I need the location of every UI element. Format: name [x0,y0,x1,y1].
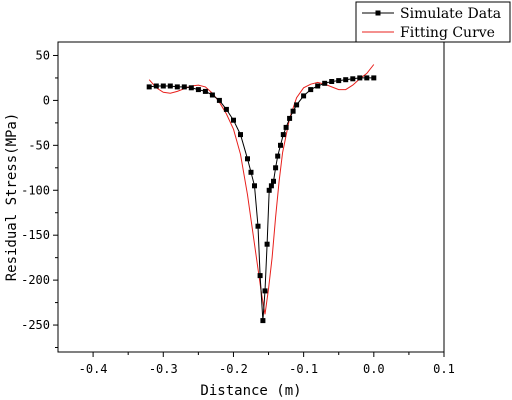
simulate-data-point [350,76,356,82]
simulate-data-point [202,88,208,94]
simulate-data-point [223,106,229,112]
series-layer [146,64,377,324]
legend-simulate-label: Simulate Data [400,6,501,22]
y-tick-label: -250 [21,318,50,332]
simulate-data-point [315,83,321,89]
simulate-data-point [308,87,314,93]
y-tick-label: -100 [21,183,50,197]
simulate-data-point [252,183,257,189]
simulate-data-line [149,77,374,321]
legend: Simulate Data Fitting Curve [355,1,511,43]
simulate-data-point [357,75,363,81]
plot-frame [57,41,445,353]
simulate-data-point [280,132,286,138]
simulate-data-point [271,178,276,184]
x-tick-label: -0.1 [289,362,318,376]
simulate-data-point [260,318,266,324]
simulate-data-point [290,108,296,114]
y-tick-label: 50 [36,48,50,62]
simulate-data-point [188,85,194,91]
simulate-data-point [255,223,261,229]
y-tick-label: -50 [28,138,50,152]
x-axis-title: Distance (m) [200,383,301,399]
x-axis: -0.4 -0.3 -0.2 -0.1 0.0 0.1 [79,352,455,376]
simulate-data-point [167,83,173,89]
simulate-data-point [268,183,274,189]
y-tick-label: 0 [43,93,50,107]
legend-fitting-label: Fitting Curve [400,25,495,41]
legend-simulate-marker [375,10,381,16]
simulate-data-point [181,84,187,90]
simulate-data-point [322,80,328,86]
simulate-data-point [257,273,263,279]
y-axis: 50 0 -50 -100 -150 -200 -250 [21,48,58,349]
simulate-data-point [248,169,254,175]
x-tick-label: -0.3 [149,362,178,376]
simulate-data-point [301,93,307,99]
simulate-data-point [209,92,215,98]
simulate-data-point [266,187,272,193]
simulate-data-point [146,84,152,90]
simulate-data-point [174,84,180,90]
simulate-data-point [278,142,283,148]
simulate-data-point [238,132,243,138]
x-tick-label: 0.0 [363,362,385,376]
x-tick-label: 0.1 [433,362,455,376]
simulate-data-point [371,75,377,81]
simulate-data-point [262,288,268,294]
simulate-data-point [216,97,222,103]
simulate-data-point [264,241,270,247]
simulate-data-point [287,115,293,121]
simulate-data-point [153,83,159,89]
simulate-data-point [273,165,279,171]
simulate-data-point [364,75,370,81]
simulate-data-point [329,79,335,84]
y-tick-label: -150 [21,228,50,242]
simulate-data-point [245,156,250,162]
x-tick-label: -0.2 [219,362,248,376]
legend-box [355,1,511,43]
simulate-data-point [294,102,300,108]
simulate-data-point [343,77,349,83]
simulate-data-point [283,124,289,130]
y-axis-title: Residual Stress(MPa) [4,113,20,282]
simulate-data-point [231,117,236,123]
simulate-data-point [336,78,342,84]
y-tick-label: -200 [21,273,50,287]
simulate-data-point [160,83,166,89]
x-tick-label: -0.4 [79,362,108,376]
simulate-data-point [275,153,281,159]
simulate-data-point [195,87,201,93]
